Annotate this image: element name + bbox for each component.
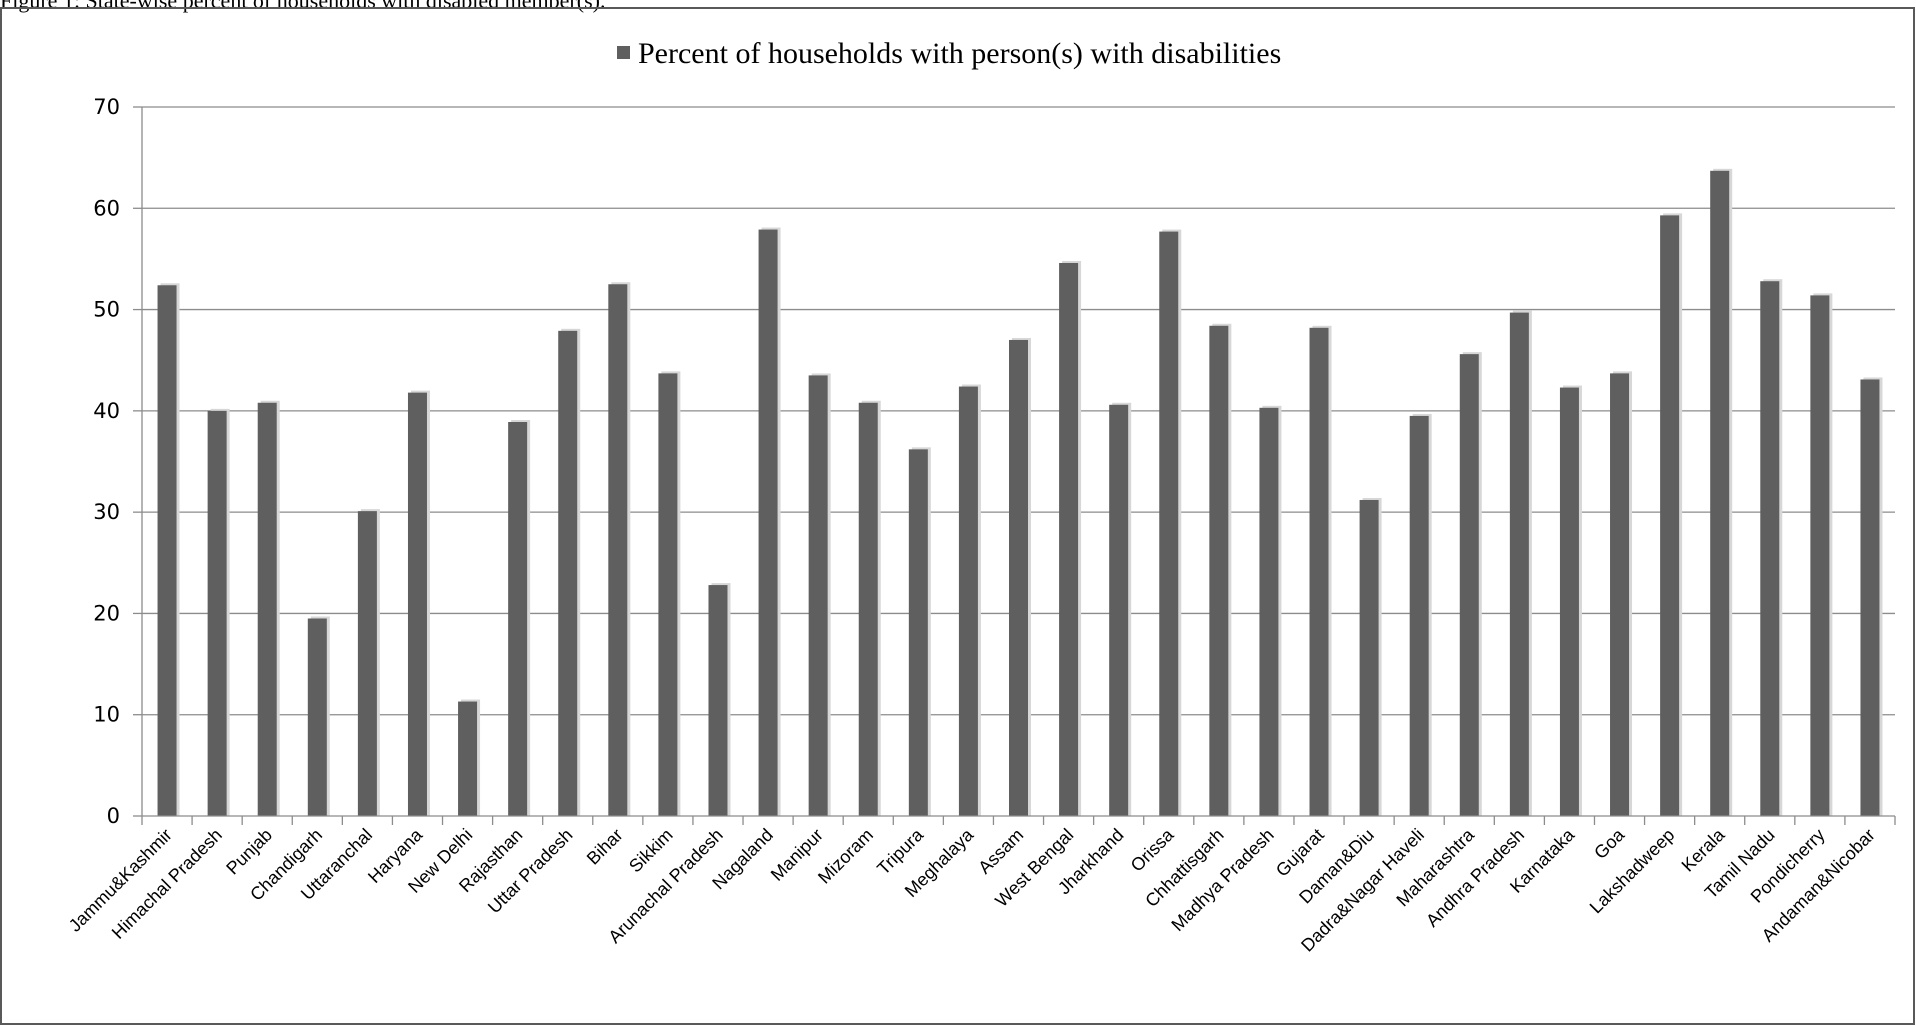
legend-label: Percent of households with person(s) wit… [638,37,1281,70]
bar [207,410,227,816]
bar [808,375,828,816]
bar [458,701,478,816]
bar [1359,499,1379,816]
x-tick-label: Mizoram [814,825,877,888]
bar [858,402,878,816]
y-tick-label: 60 [93,196,120,220]
bar [307,618,327,816]
y-tick-label: 30 [93,500,120,524]
bar [1009,339,1028,816]
legend-swatch [617,46,630,59]
bar [1159,231,1179,816]
bar [1109,404,1129,816]
bar [758,229,778,816]
bar [1059,262,1079,817]
bar [1259,407,1279,816]
bar [1810,295,1830,816]
bar [558,330,578,816]
x-tick-label: Goa [1590,824,1629,863]
legend: Percent of households with person(s) wit… [617,37,1281,70]
bar [1509,312,1529,816]
bar [658,373,678,816]
bar [1559,387,1579,816]
y-tick-labels: 0 10 20 30 40 50 60 70 [93,95,120,828]
bar [1760,281,1780,816]
bar [1710,170,1730,816]
figure-caption: Figure 1: State-wise percent of househol… [0,0,606,13]
y-tick-label: 70 [93,95,120,119]
chart-frame [0,7,1915,1025]
bar [1209,325,1229,816]
bar [1409,415,1429,816]
y-tick-label: 50 [93,298,120,322]
axes [133,106,1896,825]
bar [1860,379,1880,816]
bar [257,402,277,816]
bars [157,168,1883,817]
x-tick-label: Bihar [583,825,627,869]
bar [958,386,978,816]
bar [1610,373,1630,816]
bar [708,585,728,816]
bar [1660,215,1680,816]
bar [407,392,427,816]
bar [1459,354,1479,816]
y-tick-label: 10 [93,703,120,727]
bar [508,421,528,816]
y-tick-label: 20 [93,601,120,625]
bar [357,511,377,816]
y-tick-label: 40 [93,399,120,423]
y-tick-label: 0 [107,804,120,828]
bar [157,285,177,817]
bar [908,449,928,816]
bar [1309,327,1329,816]
bar [608,284,628,816]
